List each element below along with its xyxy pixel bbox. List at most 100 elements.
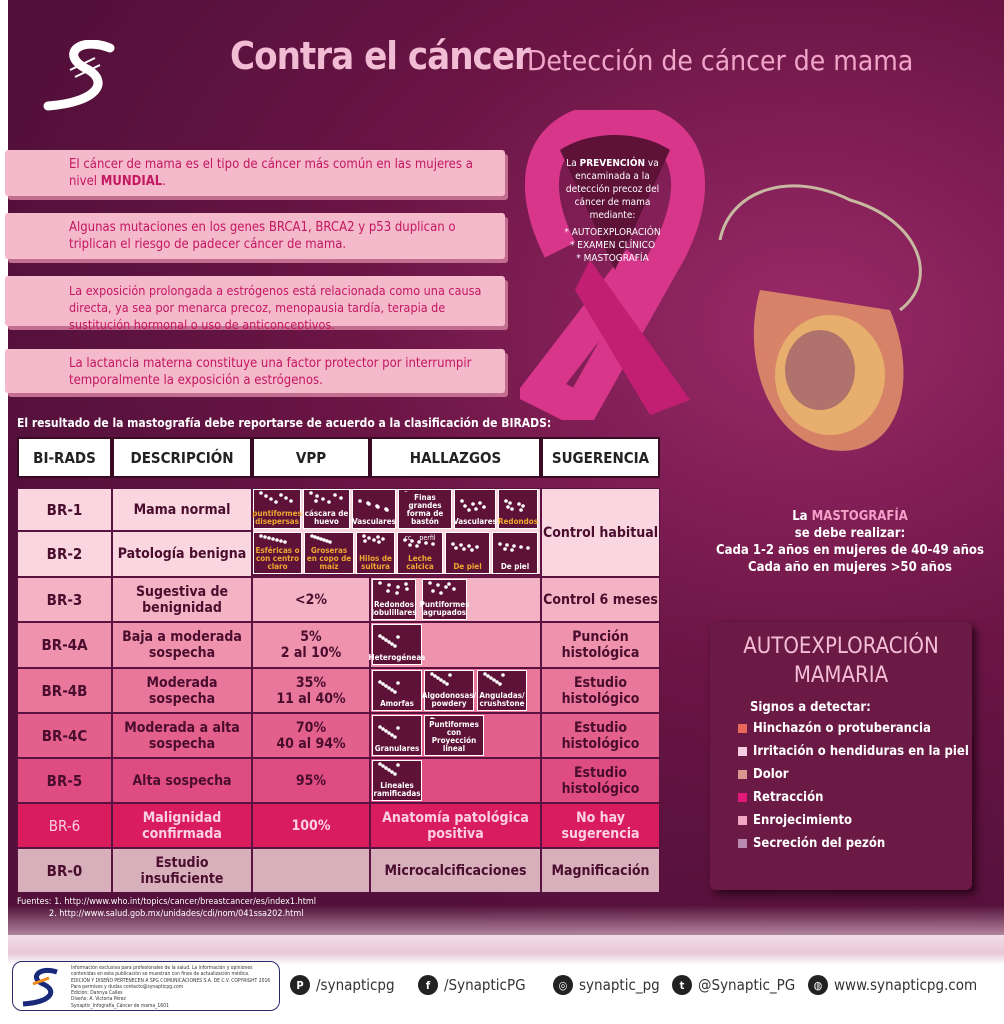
finding-label: Granulares (374, 744, 420, 753)
finding-label: Amorfas (380, 699, 414, 708)
table-caption: El resultado de la mastografía debe repo… (17, 416, 552, 430)
calcification-pattern-icon (378, 725, 400, 739)
calcification-pattern-icon (460, 499, 486, 512)
finding-view-labels: cc perfil (404, 534, 436, 542)
birads-cell: BR-0 (17, 848, 112, 893)
finding-icon: De piel (445, 532, 490, 574)
prevention-item: * EXAMEN CLÍNICO (569, 240, 656, 251)
finding-label: Redondos (497, 517, 539, 526)
social-label: @Synaptic_PG (698, 976, 796, 994)
finding-label: Finas grandes forma de bastón (406, 493, 444, 526)
calcification-pattern-icon (404, 491, 408, 492)
sign-label: Enrojecimiento (753, 813, 853, 828)
disclaimer-line: Para permisos y dudas contacto@synapticp… (71, 983, 184, 990)
prevention-bold: PREVENCIÓN (579, 158, 646, 169)
social-link-instagram[interactable]: ◎ synaptic_pg (553, 975, 660, 995)
birads-cell: BR-5 (17, 758, 112, 803)
table-header-sugerencia: SUGERENCIA (541, 437, 660, 478)
calcification-pattern-icon (259, 491, 293, 504)
calcification-pattern-icon (430, 672, 452, 686)
mastography-line: se debe realizar: (794, 526, 906, 541)
calcification-pattern-icon (259, 534, 287, 544)
sign-item: Retracción (738, 790, 972, 805)
calcification-pattern-icon (483, 672, 505, 686)
synaptic-logo (43, 40, 115, 111)
social-link-globe[interactable]: ◍ www.synapticpg.com (808, 975, 977, 995)
finding-icon: Groseras en copo de maíz (304, 532, 354, 574)
globe-icon: ◍ (808, 975, 828, 995)
description-cell: Sugestiva de benignidad (112, 577, 252, 622)
description-cell: Patología benigna (112, 531, 252, 577)
finding-label: De piel (500, 562, 530, 571)
sign-label: Hinchazón o protuberancia (753, 721, 931, 736)
square-bullet-icon (738, 793, 747, 802)
description-cell: Baja a moderada sospecha (112, 622, 252, 668)
prevention-item: * AUTOEXPLORACIÓN (564, 227, 661, 238)
disclaimer-line: Diseño: A. Victoria Pérez (71, 996, 126, 1003)
info-bold: MUNDIAL (100, 174, 163, 189)
disclaimer-line: Edición: Dannya Calles (71, 990, 123, 997)
self-exam-panel: AUTOEXPLORACIÓN MAMARIA Signos a detectar… (710, 622, 972, 890)
finding-icon: Redondos lobulillares (371, 579, 417, 620)
suggestion-cell: Punción histológica (541, 622, 660, 668)
prevention-rest: va encaminada a la detección precoz del … (565, 158, 660, 221)
info-box-3: La exposición prolongada a estrógenos es… (5, 276, 505, 332)
mastography-bold: MASTOGRAFÍA (811, 509, 908, 524)
mastography-pre: La (792, 509, 812, 524)
calcification-pattern-icon (378, 680, 400, 694)
birads-cell: BR-4C (17, 713, 112, 758)
vpp-cell: 95% (252, 758, 370, 803)
calcification-pattern-icon (378, 762, 400, 776)
suggestion-cell: No hay sugerencia (541, 803, 660, 848)
calcification-pattern-icon (403, 538, 435, 548)
prevention-text: La PREVENCIÓN va encaminada a la detecci… (555, 157, 670, 265)
square-bullet-icon (738, 747, 747, 756)
square-bullet-icon (738, 839, 747, 848)
social-label: /synapticpg (316, 976, 395, 994)
vpp-cell: 5% 2 al 10% (252, 622, 370, 668)
finding-label: Anguladas/ crushstone (479, 691, 525, 708)
finding-label: Redondos lobulillares (371, 600, 417, 617)
finding-icon: Lineales ramificadas (372, 760, 422, 801)
social-link-twitter[interactable]: t @Synaptic_PG (672, 975, 795, 995)
disclaimer-line: EDICIÓN Y DISEÑO PERTENECEN A SPG COMUNI… (71, 977, 271, 984)
birads-cell: BR-1 (17, 488, 112, 531)
calcification-pattern-icon (378, 634, 400, 648)
finding-icon: Redondos (498, 489, 538, 529)
finding-label: cáscara de huevo (304, 509, 349, 526)
info-text: La exposición prolongada a estrógenos es… (69, 283, 482, 332)
mastography-line: Cada 1-2 años en mujeres de 40-49 años (716, 543, 984, 558)
table-header-hallazgos: HALLAZGOS (370, 437, 541, 478)
finding-label: De piel (453, 562, 482, 571)
source-2: 2. http://www.salud.gob.mx/unidades/cdi/… (49, 909, 304, 919)
calcification-pattern-icon (309, 491, 343, 504)
social-label: /SynapticPG (444, 976, 526, 994)
social-link-facebook[interactable]: f/SynapticPG (418, 975, 526, 995)
finding-label: Heterogéneas (368, 653, 426, 662)
info-text: El cáncer de mama es el tipo de cáncer m… (69, 157, 473, 189)
finding-icon: Amorfas (372, 670, 422, 711)
square-bullet-icon (738, 816, 747, 825)
social-label: www.synapticpg.com (834, 976, 978, 994)
breast-anatomy-illustration (718, 184, 922, 451)
vpp-cell (252, 848, 370, 893)
finding-label: puntiformes disepersas (252, 509, 302, 526)
source-1: Fuentes: 1. http://www.who.int/topics/ca… (17, 897, 317, 907)
suggestion-cell: Control habitual (541, 488, 660, 577)
finding-icon: Vasculares (352, 489, 396, 529)
finding-label: Puntiformes con Proyección lineal (429, 720, 479, 753)
finding-label: Vasculares (453, 517, 497, 526)
info-box-2: Algunas mutaciones en los genes BRCA1, B… (5, 213, 505, 259)
mastography-line: Cada año en mujeres >50 años (747, 560, 952, 575)
findings-cell: Anatomía patológica positiva (370, 803, 541, 848)
suggestion-cell: Control 6 meses (541, 577, 660, 622)
finding-icon: Finas grandes forma de bastón (398, 489, 452, 529)
social-link-pinterest[interactable]: P/synapticpg (290, 975, 395, 995)
finding-label: Esféricas o con centro claro (255, 546, 300, 571)
finding-label: Puntiformes agrupados (419, 600, 470, 617)
disclaimer-line: Synaptic_Infografía_Cáncer de mama_1601 (71, 1002, 169, 1009)
finding-icon: Algodonosas/ powdery (422, 670, 476, 711)
finding-label: Lineales ramificadas (373, 781, 421, 798)
pink-ribbon-icon (520, 110, 705, 420)
info-text: La lactancia materna constituye una fact… (69, 356, 472, 388)
